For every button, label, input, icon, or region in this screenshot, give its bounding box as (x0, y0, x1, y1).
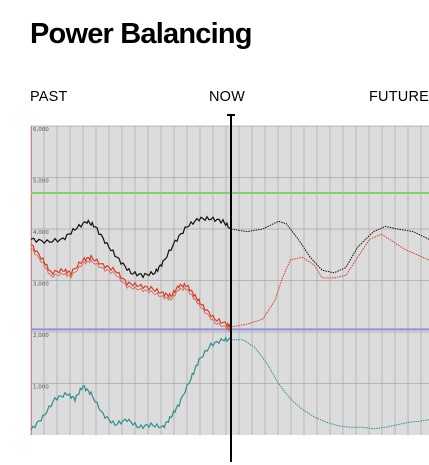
series-price-past-line-secondary (30, 247, 232, 332)
y-tick-label: 6,000 (33, 127, 49, 133)
y-tick-label: 5,000 (33, 179, 49, 185)
y-tick-label: 4,000 (33, 230, 49, 236)
series-load-past-line (30, 215, 232, 279)
series-price-past-line (30, 243, 232, 329)
y-tick-label: 3,000 (33, 282, 49, 288)
series-load-forecast-line (230, 220, 429, 274)
now-label: NOW (209, 89, 246, 105)
y-tick-label: 1,000 (33, 385, 49, 391)
series-solar-forecast-line (231, 339, 429, 430)
future-label: FUTURE (368, 89, 429, 105)
series-solar-past-line (30, 336, 232, 431)
past-label: PAST (30, 89, 68, 105)
y-tick-label: 2,000 (33, 333, 49, 339)
series-price-forecast-line (230, 233, 429, 328)
page-title: Power Balancing (30, 18, 252, 50)
